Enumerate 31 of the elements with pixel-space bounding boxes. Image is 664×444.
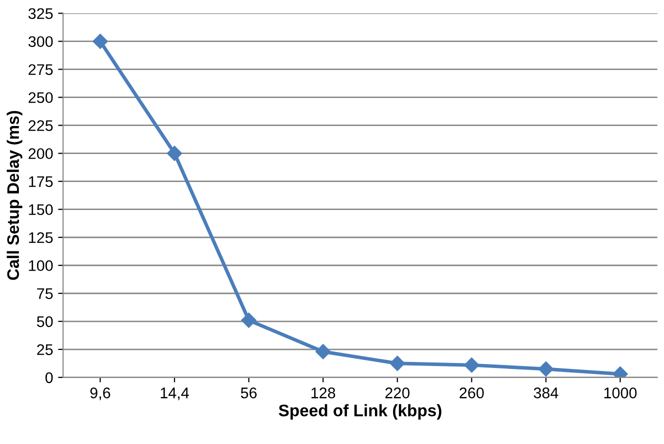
x-tick-label: 1000 bbox=[604, 388, 637, 398]
point bbox=[538, 361, 554, 377]
x-tick-label: 260 bbox=[460, 388, 484, 398]
y-tick-label: 275 bbox=[28, 64, 53, 76]
x-tick-label: 384 bbox=[534, 388, 558, 398]
y-tick-label: 125 bbox=[29, 232, 53, 244]
y-tick-label: 300 bbox=[28, 36, 53, 48]
y-tick-label: 150 bbox=[29, 204, 53, 216]
point bbox=[241, 312, 256, 328]
y-tick-label: 0 bbox=[45, 372, 53, 384]
y-tick-label: 325 bbox=[28, 8, 53, 20]
x-tick-label: 14,4 bbox=[160, 388, 189, 400]
x-tick-label: 220 bbox=[385, 388, 410, 398]
y-axis-title: Call Setup Delay (ms) bbox=[6, 110, 22, 280]
point bbox=[92, 34, 108, 49]
y-tick-label: 50 bbox=[36, 316, 53, 328]
x-axis-title: Speed of Link (kbps) bbox=[278, 404, 442, 420]
x-tick-label: 128 bbox=[312, 388, 336, 398]
x-tick-label: 56 bbox=[240, 388, 257, 398]
y-tick-label: 100 bbox=[29, 260, 53, 272]
point bbox=[316, 344, 331, 360]
point bbox=[464, 358, 480, 373]
y-tick-label: 75 bbox=[37, 288, 53, 300]
y-tick-label: 175 bbox=[29, 176, 53, 188]
y-tick-label: 250 bbox=[28, 92, 53, 104]
y-tick-label: 225 bbox=[28, 120, 53, 132]
point bbox=[390, 356, 405, 371]
point bbox=[166, 146, 182, 161]
x-tick-label: 9,6 bbox=[90, 388, 110, 400]
y-tick-label: 25 bbox=[37, 344, 53, 356]
y-tick-label: 200 bbox=[28, 148, 53, 160]
